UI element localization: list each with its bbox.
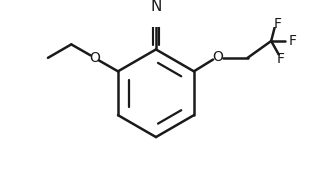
Text: O: O [89, 51, 100, 65]
Text: F: F [277, 52, 284, 66]
Text: O: O [212, 50, 223, 64]
Text: F: F [289, 34, 297, 48]
Text: F: F [273, 17, 281, 31]
Text: N: N [150, 0, 162, 14]
